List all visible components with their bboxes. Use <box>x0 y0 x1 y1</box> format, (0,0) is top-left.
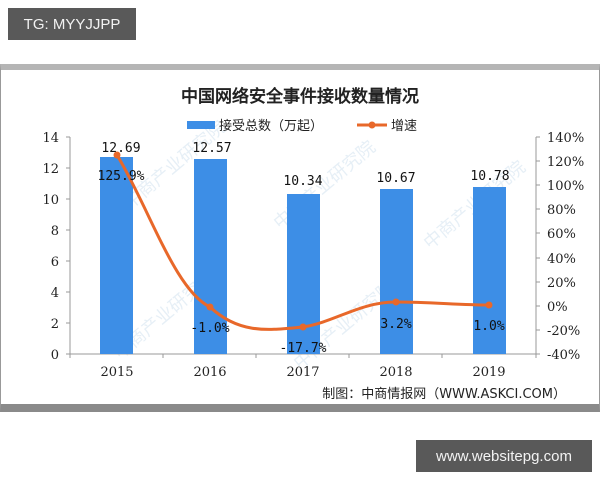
legend-line-label: 增速 <box>391 119 417 134</box>
top-watermark-tag: TG: MYYJJPP <box>8 8 136 40</box>
right-tick-label: -20% <box>547 324 580 339</box>
left-axis: 0 2 4 6 8 10 12 14 <box>42 131 71 363</box>
x-tick-label: 2018 <box>379 365 412 380</box>
bottom-watermark-tag: www.websitepg.com <box>416 440 592 472</box>
bar-label: 10.67 <box>376 171 415 186</box>
x-tick-label: 2016 <box>193 365 226 380</box>
x-tick-label: 2019 <box>472 365 505 380</box>
left-tick-label: 0 <box>51 348 59 363</box>
legend-bar-label: 接受总数（万起） <box>219 118 323 134</box>
bar-label: 10.78 <box>470 169 509 184</box>
line-marker-2016 <box>206 303 214 311</box>
line-marker-2015 <box>113 151 121 159</box>
line-label: 3.2% <box>380 317 411 332</box>
line-label: 125.9% <box>98 169 145 184</box>
left-tick-label: 10 <box>42 193 59 208</box>
line-label: 1.0% <box>473 319 504 334</box>
bar-label: 12.69 <box>101 141 140 156</box>
x-tick-label: 2015 <box>100 365 133 380</box>
line-marker-2019 <box>485 301 493 309</box>
left-tick-label: 12 <box>42 162 59 177</box>
right-tick-label: 140% <box>547 131 584 146</box>
left-tick-label: 4 <box>51 286 59 301</box>
bar-2016 <box>194 159 227 354</box>
legend: 接受总数（万起） 增速 <box>187 118 417 134</box>
line-series <box>113 151 493 331</box>
bar-2018 <box>380 189 413 354</box>
bar-label: 10.34 <box>283 174 322 189</box>
bar-label: 12.57 <box>192 141 231 156</box>
left-tick-label: 6 <box>51 255 59 270</box>
bar-2019 <box>473 187 506 354</box>
source-credit: 制图：中商情报网（WWW.ASKCI.COM） <box>322 387 566 402</box>
line-marker-2018 <box>392 298 400 306</box>
line-labels: 125.9% -1.0% -17.7% 3.2% 1.0% <box>98 169 505 356</box>
chart-title: 中国网络安全事件接收数量情况 <box>181 86 419 107</box>
right-axis: -40% -20% 0% 20% 40% 60% 80% 100% 120% 1… <box>535 131 584 363</box>
bar-labels: 12.69 12.57 10.34 10.67 10.78 <box>101 141 509 189</box>
right-tick-label: 60% <box>547 227 576 242</box>
left-tick-label: 14 <box>42 131 59 146</box>
right-tick-label: -40% <box>547 348 580 363</box>
right-tick-label: 100% <box>547 179 584 194</box>
growth-line <box>115 154 490 331</box>
line-label: -17.7% <box>280 341 327 356</box>
right-tick-label: 40% <box>547 252 576 267</box>
bar-2015 <box>100 157 133 354</box>
left-tick-label: 8 <box>51 224 59 239</box>
right-tick-label: 20% <box>547 276 576 291</box>
legend-bar-swatch <box>187 121 215 129</box>
left-tick-label: 2 <box>51 317 59 332</box>
bottom-tag-text: www.websitepg.com <box>436 447 572 465</box>
line-marker-2017 <box>299 323 307 331</box>
line-label: -1.0% <box>190 321 229 336</box>
top-tag-text: TG: MYYJJPP <box>23 15 121 33</box>
legend-line-marker <box>368 121 376 129</box>
right-tick-label: 120% <box>547 155 584 170</box>
x-tick-label: 2017 <box>286 365 319 380</box>
x-axis: 2015 2016 2017 2018 2019 <box>69 353 537 380</box>
right-tick-label: 0% <box>547 300 568 315</box>
right-tick-label: 80% <box>547 203 576 218</box>
